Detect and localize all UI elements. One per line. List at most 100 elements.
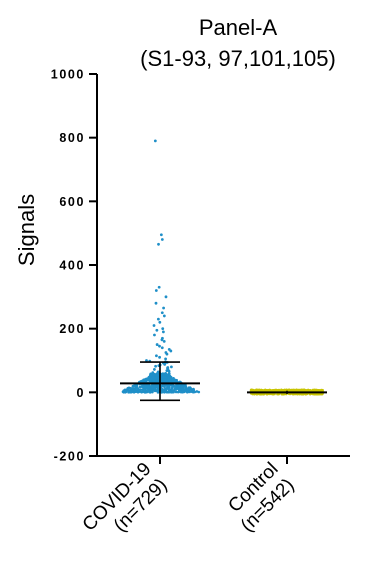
data-point (174, 390, 178, 394)
data-point (154, 364, 158, 368)
data-point (160, 311, 164, 315)
data-point (150, 384, 154, 387)
data-point (157, 242, 160, 246)
data-point (151, 376, 155, 379)
data-point (165, 369, 169, 373)
data-point (149, 379, 152, 383)
data-point (155, 389, 159, 393)
data-point (181, 385, 185, 388)
data-point (143, 383, 147, 387)
data-point (254, 389, 258, 392)
axes (96, 74, 350, 464)
data-point (301, 389, 305, 392)
data-point (292, 388, 296, 392)
data-point (157, 376, 160, 379)
data-point (190, 390, 194, 394)
data-point (268, 388, 271, 392)
data-point (155, 354, 158, 358)
y-tick-label: -200 (54, 450, 85, 464)
data-point (158, 344, 161, 348)
series-covid-19-points (121, 139, 201, 394)
data-point (164, 357, 167, 361)
data-point (165, 352, 169, 356)
data-point (169, 375, 173, 379)
data-point (184, 389, 187, 393)
data-point (134, 390, 138, 393)
data-points (121, 139, 324, 396)
data-point (163, 372, 167, 376)
data-point (157, 285, 161, 289)
data-point (146, 385, 149, 388)
summary-bars (120, 361, 327, 402)
data-point (181, 390, 185, 394)
y-ticks: -200 0 200 400 600 800 1000 (51, 68, 97, 464)
data-point (129, 386, 133, 390)
data-point (123, 389, 127, 393)
data-point (153, 139, 157, 143)
summary-covid-19 (120, 361, 200, 402)
data-point (152, 368, 156, 371)
data-point (155, 328, 159, 332)
data-point (126, 386, 130, 390)
data-point (171, 389, 175, 393)
data-point (158, 355, 161, 359)
data-point (153, 333, 156, 337)
data-point (161, 376, 165, 379)
data-point (171, 377, 175, 381)
data-point (174, 385, 177, 388)
data-point (154, 301, 158, 305)
data-point (155, 385, 158, 388)
data-point (161, 330, 165, 334)
data-point (300, 392, 304, 396)
data-point (176, 390, 180, 394)
data-point (158, 320, 162, 324)
data-point (177, 387, 180, 390)
data-point (133, 384, 136, 388)
data-point (139, 388, 142, 391)
data-point (162, 340, 166, 343)
data-point (151, 371, 155, 374)
data-point (162, 314, 166, 318)
y-tick-label: 600 (59, 195, 85, 209)
data-point (152, 379, 156, 383)
data-point (263, 388, 267, 392)
data-point (274, 389, 278, 392)
data-point (190, 388, 193, 391)
data-point (164, 295, 168, 299)
data-point (129, 390, 132, 394)
data-point (170, 365, 173, 369)
y-tick-label: 200 (59, 322, 85, 336)
y-tick-label: 400 (59, 259, 85, 273)
data-point (135, 385, 138, 389)
data-point (151, 390, 154, 394)
data-point (169, 349, 173, 353)
data-point (287, 388, 291, 392)
data-point (152, 324, 156, 327)
summary-control (247, 390, 327, 394)
data-point (163, 362, 167, 366)
data-point (187, 387, 191, 390)
data-point (313, 389, 316, 392)
data-point (168, 390, 172, 393)
data-point (145, 359, 148, 362)
data-point (144, 378, 147, 382)
data-point (161, 389, 165, 393)
data-point (188, 390, 191, 394)
data-point (148, 376, 151, 379)
data-point (152, 389, 156, 392)
data-point (156, 370, 160, 374)
data-point (161, 327, 165, 331)
chart-title-line2: (S1-93, 97,101,105) (140, 46, 336, 71)
y-tick-label: 0 (76, 386, 85, 400)
data-point (136, 389, 140, 393)
data-point (159, 233, 163, 237)
data-point (171, 384, 174, 388)
data-point (160, 338, 164, 342)
chart-title-line1: Panel-A (199, 15, 278, 40)
data-point (155, 343, 159, 346)
data-point (160, 238, 164, 241)
data-point (273, 392, 276, 396)
data-point (162, 306, 165, 310)
data-point (141, 385, 144, 388)
data-point (167, 369, 171, 373)
